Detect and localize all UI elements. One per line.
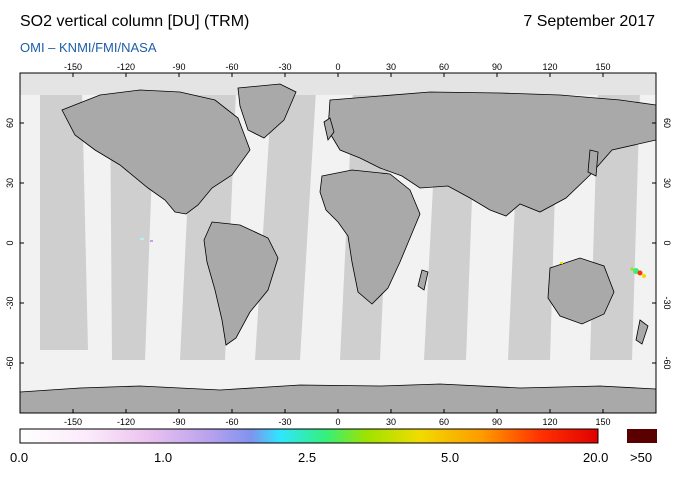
lat-label-left: 60	[5, 118, 15, 128]
lon-label-bottom: 120	[542, 417, 557, 427]
colorbar-label-5: 5.0	[441, 450, 460, 465]
lon-label-top: 0	[335, 62, 340, 72]
colorbar-label-over: >50	[630, 450, 653, 465]
madagascar	[417, 269, 429, 291]
colorbar-label-1: 1.0	[154, 450, 173, 465]
lon-label-top: 120	[542, 62, 557, 72]
lon-label-top: -90	[172, 62, 185, 72]
lon-label-top: 60	[439, 62, 449, 72]
lat-label-left: 30	[5, 178, 15, 188]
lon-label-bottom: -120	[117, 417, 135, 427]
eurasia	[327, 91, 656, 217]
map-date: 7 September 2017	[523, 13, 655, 30]
so2-noise	[140, 238, 563, 264]
antarctica	[20, 383, 656, 413]
greenland	[237, 83, 297, 139]
lat-label-left: -30	[5, 296, 15, 309]
colorbar-overflow-swatch	[627, 429, 657, 443]
lat-label-left: 0	[5, 240, 15, 245]
lon-label-bottom: -30	[278, 417, 291, 427]
arctic-band	[20, 73, 656, 95]
lon-label-top: 90	[492, 62, 502, 72]
so2-plume	[630, 267, 646, 278]
lat-label-right: 0	[662, 240, 672, 245]
lon-label-bottom: 30	[386, 417, 396, 427]
lon-label-top: 150	[595, 62, 610, 72]
africa	[319, 169, 421, 305]
lon-label-top: -120	[117, 62, 135, 72]
lat-label-right: -60	[662, 356, 672, 369]
lon-label-top: 30	[386, 62, 396, 72]
lon-label-bottom: 90	[492, 417, 502, 427]
lat-label-left: -60	[5, 356, 15, 369]
colorbar	[19, 428, 599, 444]
lon-label-top: -60	[225, 62, 238, 72]
japan	[587, 149, 599, 177]
australia	[547, 257, 615, 325]
north-america	[61, 89, 251, 215]
map-title: SO2 vertical column [DU] (TRM)	[20, 13, 250, 30]
colorbar-label-0: 0.0	[10, 450, 29, 465]
lat-label-right: 60	[662, 118, 672, 128]
map-axes: -150 -150 -120 -120 -90 -90 -60 -60 -30 -30 0 0 30 30…	[5, 62, 672, 427]
uk-ireland	[323, 117, 335, 141]
colorbar-label-2_5: 2.5	[298, 450, 317, 465]
lon-label-top: -150	[64, 62, 82, 72]
lon-label-top: -30	[278, 62, 291, 72]
lon-label-bottom: -90	[172, 417, 185, 427]
data-credit: OMI – KNMI/FMI/NASA	[20, 40, 157, 55]
lon-label-bottom: 150	[595, 417, 610, 427]
colorbar-label-20: 20.0	[583, 450, 609, 465]
new-zealand	[635, 319, 649, 345]
lon-label-bottom: 60	[439, 417, 449, 427]
lon-label-bottom: 0	[335, 417, 340, 427]
south-america	[203, 221, 279, 346]
lat-label-right: -30	[662, 296, 672, 309]
lon-label-bottom: -150	[64, 417, 82, 427]
lat-label-right: 30	[662, 178, 672, 188]
lon-label-bottom: -60	[225, 417, 238, 427]
